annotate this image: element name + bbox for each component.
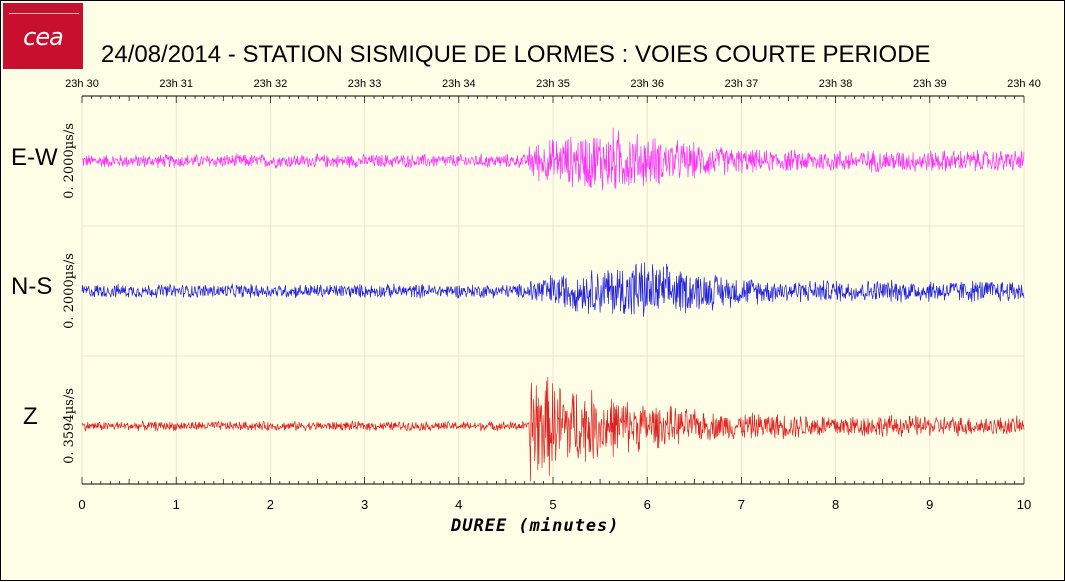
channel-label-ew: E-W bbox=[11, 144, 58, 171]
x-tick-label: 3 bbox=[361, 497, 368, 512]
logo-tagline-line bbox=[9, 13, 79, 17]
top-tick-label: 23h 30 bbox=[65, 78, 99, 90]
chart-title: 24/08/2014 - STATION SISMIQUE DE LORMES … bbox=[101, 41, 931, 68]
x-tick-label: 0 bbox=[78, 497, 85, 512]
top-tick-label: 23h 38 bbox=[819, 78, 853, 90]
x-tick-label: 6 bbox=[644, 497, 651, 512]
channel-scale-label: 0. 3594µs/s bbox=[62, 388, 77, 464]
x-tick-label: 10 bbox=[1017, 497, 1031, 512]
x-tick-label: 1 bbox=[173, 497, 180, 512]
x-tick-label: 2 bbox=[267, 497, 274, 512]
top-tick-label: 23h 36 bbox=[630, 78, 664, 90]
waveform-n-s bbox=[81, 262, 1025, 317]
top-tick-label: 23h 34 bbox=[442, 78, 476, 90]
top-tick-label: 23h 35 bbox=[536, 78, 570, 90]
x-tick-label: 5 bbox=[549, 497, 556, 512]
logo-text: cea bbox=[23, 23, 64, 51]
channel-scale-label: 0. 2000µs/s bbox=[62, 253, 77, 329]
channel-label-z: Z bbox=[23, 403, 38, 430]
x-axis-label: DUREE (minutes) bbox=[451, 516, 620, 536]
x-tick-label: 7 bbox=[738, 497, 745, 512]
x-tick-label: 9 bbox=[926, 497, 933, 512]
waveform-e-w bbox=[81, 127, 1025, 191]
top-tick-label: 23h 39 bbox=[913, 78, 947, 90]
top-tick-label: 23h 33 bbox=[348, 78, 382, 90]
top-tick-label: 23h 31 bbox=[159, 78, 193, 90]
x-tick-label: 4 bbox=[455, 497, 462, 512]
cea-logo: cea bbox=[3, 3, 83, 69]
channel-scale-label: 0. 2000µs/s bbox=[62, 123, 77, 199]
waveform-z bbox=[81, 377, 1025, 482]
channel-label-ns: N-S bbox=[11, 273, 53, 300]
top-tick-label: 23h 40 bbox=[1007, 78, 1041, 90]
x-tick-label: 8 bbox=[832, 497, 839, 512]
top-tick-label: 23h 32 bbox=[254, 78, 288, 90]
top-tick-label: 23h 37 bbox=[725, 78, 759, 90]
